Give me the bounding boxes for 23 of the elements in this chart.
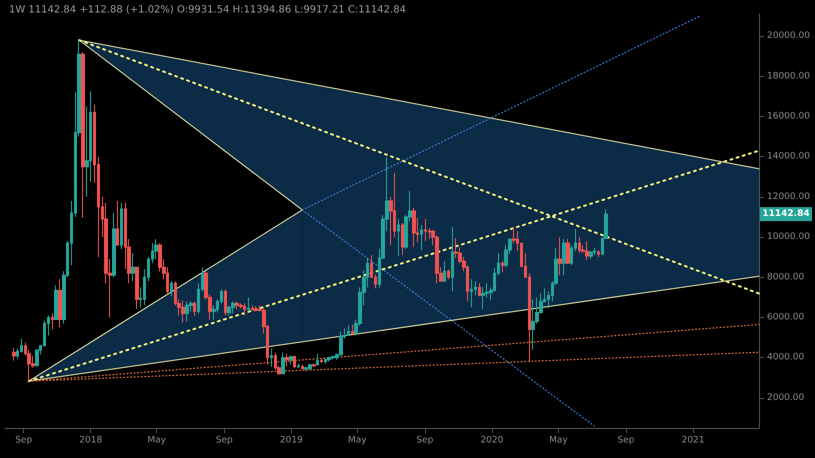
y-tick-label: 20000.00 [767, 31, 810, 42]
y-tick-label: 16000.00 [767, 111, 810, 122]
x-tick-label: May [348, 436, 368, 446]
x-tick-label: May [549, 436, 568, 446]
y-tick-label: 12000.00 [767, 192, 810, 202]
x-tick-label: Sep [15, 436, 32, 446]
text: 11142.84 [762, 209, 810, 220]
x-tick-label: Sep [216, 436, 234, 446]
x-tick-label: Sep [416, 436, 434, 446]
chart-title: 1W 11142.84 +112.88 (+1.02%) O:9931.54 H:11394.86 L:9917.21 C:11142.84 [9, 4, 406, 16]
y-tick-label: 4000.00 [767, 352, 804, 363]
x-tick-label: May [147, 436, 167, 446]
y-tick-label: 2000.00 [767, 392, 804, 403]
x-tick-label: 2019 [280, 436, 304, 446]
x-tick-label: 2020 [480, 436, 504, 446]
y-tick-label: 18000.00 [767, 71, 810, 82]
x-tick-label: 2021 [682, 436, 705, 446]
y-tick-label: 10000.00 [767, 232, 810, 242]
x-tick-label: 2018 [79, 436, 102, 446]
y-tick-label: 14000.00 [767, 152, 810, 162]
y-tick-label: 8000.00 [767, 272, 804, 282]
x-tick-label: Sep [618, 436, 635, 446]
y-tick-label: 6000.00 [767, 312, 804, 322]
